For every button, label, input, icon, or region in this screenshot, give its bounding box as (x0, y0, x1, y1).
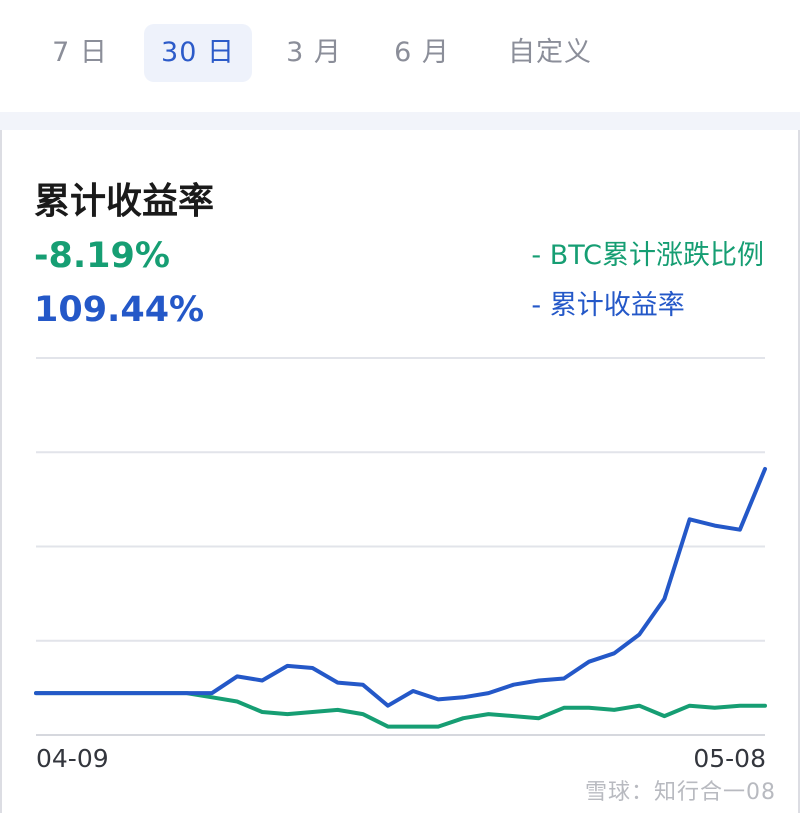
watermark: 雪球：知行合一08 (585, 780, 776, 805)
tab-custom[interactable]: 自定义 (508, 37, 592, 68)
x-tick-label-end: 05-08 (693, 744, 766, 773)
tab-7-days[interactable]: 7 日 (52, 37, 108, 68)
legend-entry-cumulative: - 累计收益率 (531, 290, 685, 321)
x-tick-label-start: 04-09 (36, 744, 109, 773)
chart-legend: - BTC累计涨跌比例 - 累计收益率 (531, 236, 764, 336)
series-line-cumulative (34, 467, 767, 708)
tab-30-days[interactable]: 30 日 (144, 24, 252, 82)
tab-6-months[interactable]: 6 月 (394, 37, 450, 68)
btc-current-value: -8.19% (34, 236, 170, 276)
chart-title: 累计收益率 (34, 181, 215, 222)
section-divider (0, 112, 800, 130)
left-edge (0, 0, 2, 813)
tab-3-months[interactable]: 3 月 (286, 37, 342, 68)
period-tabs: 7 日 30 日 3 月 6 月 自定义 (0, 0, 800, 112)
legend-entry-btc: - BTC累计涨跌比例 (531, 240, 764, 271)
cumulative-current-value: 109.44% (34, 290, 205, 330)
right-edge (798, 0, 800, 813)
